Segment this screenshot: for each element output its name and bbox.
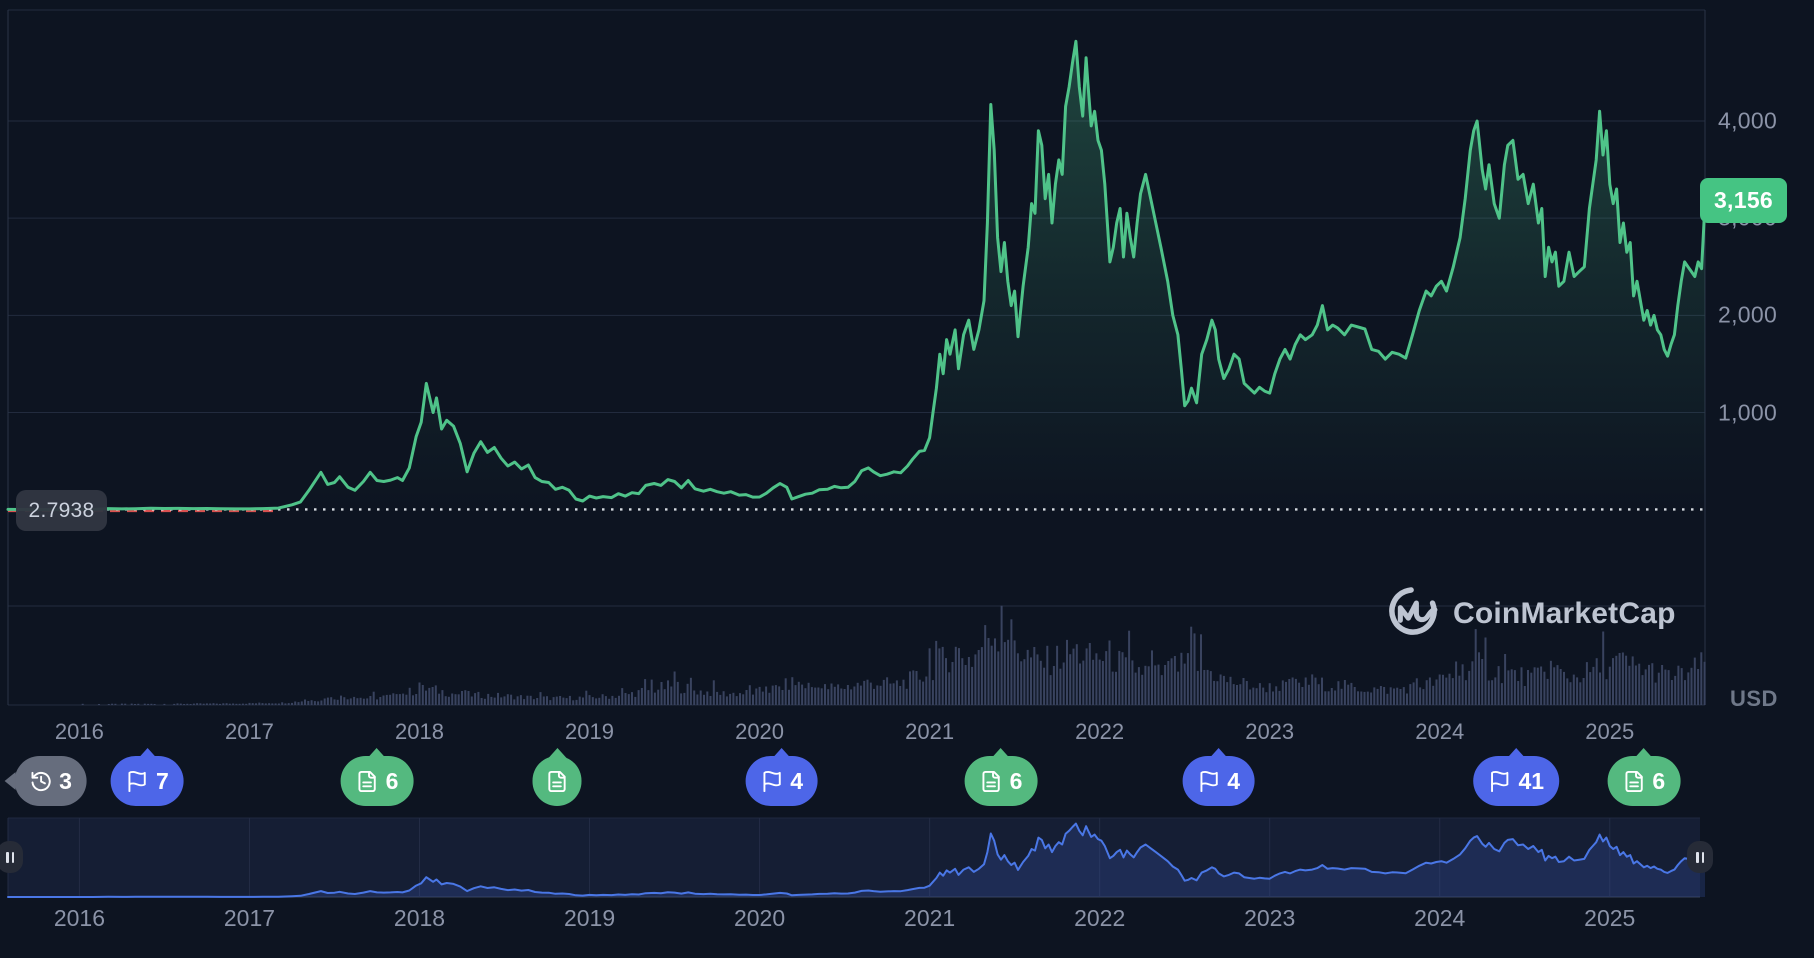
event-marker-flag[interactable]: 4	[745, 748, 819, 806]
event-marker-doc[interactable]: 6	[1607, 748, 1681, 806]
x-axis-year-label: 2021	[905, 719, 955, 744]
x-axis-year-label: 2024	[1414, 905, 1466, 931]
marker-tail	[367, 748, 386, 758]
event-count: 6	[1009, 767, 1023, 794]
drag-handle-icon	[11, 851, 14, 863]
event-count: 6	[1652, 767, 1666, 794]
y-axis-label: 4,000	[1718, 107, 1778, 134]
x-axis-year-label: 2019	[563, 905, 616, 931]
flag-icon	[760, 770, 783, 793]
min-price-label: 2.7938	[16, 490, 107, 531]
y-axis-label: 1,000	[1718, 399, 1778, 426]
event-count: 4	[790, 767, 804, 794]
flag-icon	[1197, 770, 1220, 793]
x-axis-year-label: 2017	[223, 905, 276, 931]
x-axis-year-label: 2018	[395, 719, 444, 744]
currency-label: USD	[1730, 686, 1778, 711]
x-axis-year-label: 2020	[733, 905, 786, 931]
x-axis-year-label: 2016	[54, 719, 104, 744]
x-axis-year-label: 2019	[565, 719, 615, 744]
flag-icon	[126, 770, 149, 793]
current-price-badge: 3,156	[1700, 178, 1787, 223]
marker-tail	[772, 748, 791, 758]
y-axis-label: 2,000	[1718, 301, 1778, 328]
marker-tail	[548, 748, 567, 758]
news-doc-icon	[546, 770, 569, 793]
marker-tail	[1209, 748, 1228, 758]
event-marker-doc[interactable]	[532, 748, 582, 806]
news-doc-icon	[980, 770, 1003, 793]
drag-handle-icon	[1696, 851, 1699, 863]
event-count: 4	[1227, 767, 1241, 794]
drag-handle-icon	[6, 851, 9, 863]
drag-handle-icon	[1701, 851, 1704, 863]
x-axis-year-label: 2023	[1245, 719, 1295, 744]
event-marker-flag[interactable]: 41	[1473, 748, 1560, 806]
marker-tail	[1507, 748, 1526, 758]
x-axis-year-label: 2020	[735, 719, 785, 744]
event-marker-history[interactable]: 3	[4, 756, 87, 806]
x-axis-year-label: 2022	[1075, 719, 1125, 744]
event-marker-doc[interactable]: 6	[340, 748, 414, 806]
event-count: 6	[385, 767, 399, 794]
marker-tail	[4, 772, 16, 790]
news-doc-icon	[1622, 770, 1645, 793]
marker-tail	[992, 748, 1011, 758]
event-marker-flag[interactable]: 4	[1182, 748, 1256, 806]
event-marker-flag[interactable]: 7	[111, 748, 184, 806]
event-count: 7	[156, 767, 169, 794]
x-axis-year-label: 2016	[53, 905, 105, 931]
event-marker-doc[interactable]: 6	[964, 748, 1038, 806]
event-count: 3	[59, 767, 72, 794]
x-axis-year-label: 2024	[1415, 719, 1465, 744]
news-doc-icon	[356, 770, 379, 793]
navigator-right-handle[interactable]	[1687, 841, 1713, 873]
x-axis-year-label: 2021	[904, 905, 956, 931]
navigator-left-handle[interactable]	[0, 841, 23, 873]
x-axis-year-label: 2023	[1244, 905, 1296, 931]
event-count: 41	[1518, 767, 1545, 794]
x-axis-year-label: 2025	[1584, 905, 1636, 931]
x-axis-year-label: 2025	[1585, 719, 1635, 744]
x-axis-year-label: 2022	[1074, 905, 1126, 931]
flag-icon	[1488, 770, 1511, 793]
x-axis-year-label: 2017	[224, 719, 274, 744]
marker-tail	[1634, 748, 1653, 758]
x-axis-year-label: 2018	[393, 905, 446, 931]
marker-tail	[138, 748, 157, 758]
history-icon	[29, 770, 52, 793]
